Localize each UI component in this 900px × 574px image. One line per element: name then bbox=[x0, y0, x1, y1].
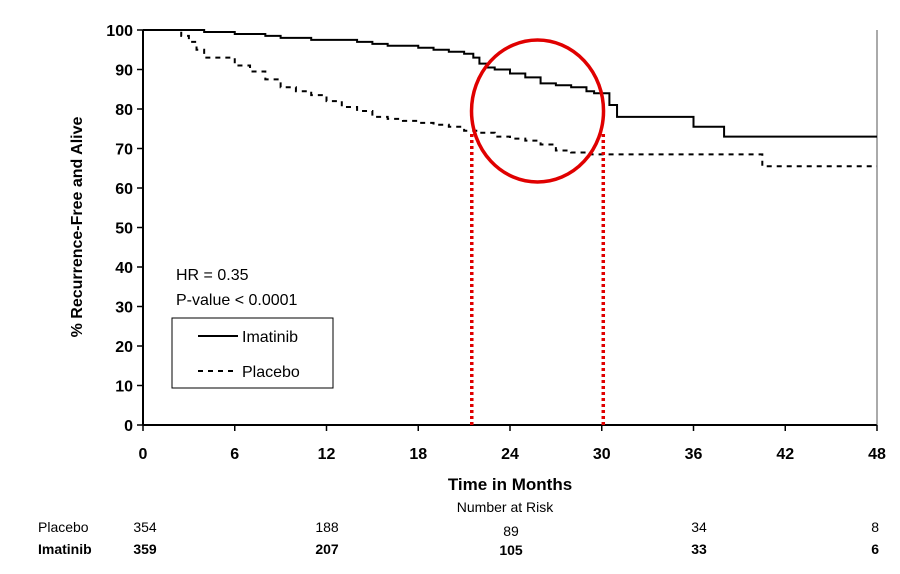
risk-value: 207 bbox=[315, 541, 339, 557]
stats-annotation: HR = 0.35 P-value < 0.0001 bbox=[176, 267, 298, 309]
y-tick-label: 60 bbox=[115, 181, 133, 198]
x-tick-label: 30 bbox=[593, 446, 611, 463]
x-axis-label: Time in Months bbox=[448, 475, 572, 494]
risk-value: 354 bbox=[133, 519, 157, 535]
risk-value: 105 bbox=[499, 542, 523, 558]
y-tick-label: 0 bbox=[124, 418, 133, 435]
x-tick-label: 12 bbox=[318, 446, 336, 463]
highlight-group bbox=[469, 38, 606, 425]
x-tick-label: 18 bbox=[409, 446, 427, 463]
y-tick-label: 80 bbox=[115, 102, 133, 119]
risk-value: 8 bbox=[871, 519, 879, 535]
plot-area: 0 10 20 30 40 50 60 70 80 90 100 0 6 12 18 24 30 36 42 48 bbox=[106, 23, 886, 463]
x-tick-label: 48 bbox=[868, 446, 886, 463]
y-tick-label: 10 bbox=[115, 379, 133, 396]
y-tick-label: 50 bbox=[115, 221, 133, 238]
risk-table-title: Number at Risk bbox=[457, 499, 554, 515]
legend: Imatinib Placebo bbox=[171, 317, 334, 389]
y-tick-label: 100 bbox=[106, 23, 133, 40]
x-tick-label: 0 bbox=[139, 446, 148, 463]
y-ticks: 0 10 20 30 40 50 60 70 80 90 100 bbox=[106, 23, 143, 435]
highlight-circle bbox=[469, 38, 606, 184]
legend-label-imatinib: Imatinib bbox=[242, 329, 298, 346]
legend-label-placebo: Placebo bbox=[242, 364, 300, 381]
risk-table: Placebo 354 188 89 34 8 Imatinib 359 207 105 33 6 bbox=[38, 519, 879, 558]
series-group bbox=[143, 29, 877, 168]
series-line-placebo bbox=[143, 29, 877, 168]
y-tick-label: 30 bbox=[115, 300, 133, 317]
risk-row-label: Placebo bbox=[38, 519, 89, 535]
x-tick-label: 36 bbox=[685, 446, 703, 463]
y-tick-label: 40 bbox=[115, 260, 133, 277]
hazard-ratio-text: HR = 0.35 bbox=[176, 267, 249, 284]
y-axis-label: % Recurrence-Free and Alive bbox=[69, 116, 86, 337]
legend-box bbox=[171, 317, 334, 389]
risk-value: 33 bbox=[691, 541, 707, 557]
x-ticks: 0 6 12 18 24 30 36 42 48 bbox=[139, 425, 886, 463]
risk-value: 188 bbox=[315, 519, 339, 535]
series-line-imatinib bbox=[143, 29, 877, 138]
y-tick-label: 90 bbox=[115, 63, 133, 80]
risk-value: 359 bbox=[133, 541, 157, 557]
risk-value: 34 bbox=[691, 519, 707, 535]
p-value-text: P-value < 0.0001 bbox=[176, 292, 298, 309]
risk-value: 89 bbox=[503, 523, 519, 539]
x-tick-label: 24 bbox=[501, 446, 519, 463]
risk-row-label: Imatinib bbox=[38, 541, 92, 557]
x-tick-label: 42 bbox=[776, 446, 794, 463]
x-tick-label: 6 bbox=[230, 446, 239, 463]
risk-value: 6 bbox=[871, 541, 879, 557]
y-tick-label: 20 bbox=[115, 339, 133, 356]
y-tick-label: 70 bbox=[115, 142, 133, 159]
